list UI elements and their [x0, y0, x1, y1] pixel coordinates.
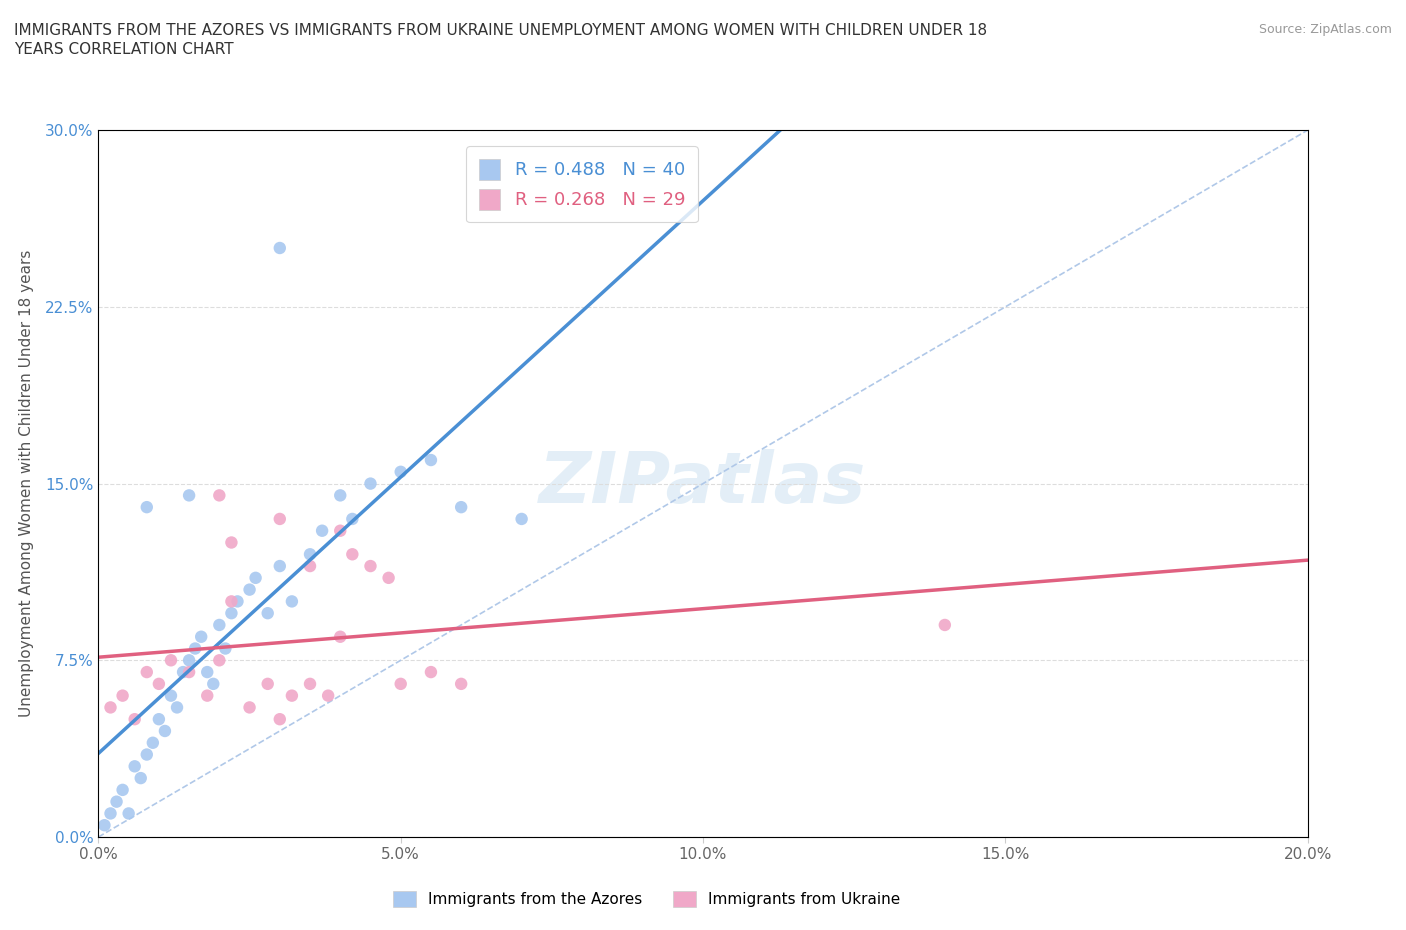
Point	[329, 630, 352, 644]
Point	[510, 512, 533, 526]
Point	[100, 700, 122, 715]
Point	[124, 759, 146, 774]
Point	[135, 747, 157, 762]
Point	[179, 665, 201, 680]
Point	[179, 488, 201, 503]
Point	[190, 630, 212, 644]
Point	[256, 676, 278, 691]
Point	[195, 665, 218, 680]
Point	[269, 559, 291, 574]
Point	[389, 464, 412, 479]
Point	[316, 688, 339, 703]
Point	[311, 524, 333, 538]
Point	[208, 618, 231, 632]
Point	[111, 782, 134, 797]
Point	[342, 512, 364, 526]
Point	[450, 676, 472, 691]
Point	[299, 547, 322, 562]
Text: IMMIGRANTS FROM THE AZORES VS IMMIGRANTS FROM UKRAINE UNEMPLOYMENT AMONG WOMEN W: IMMIGRANTS FROM THE AZORES VS IMMIGRANTS…	[14, 23, 987, 38]
Legend: R = 0.488   N = 40, R = 0.268   N = 29: R = 0.488 N = 40, R = 0.268 N = 29	[467, 146, 697, 222]
Point	[111, 688, 134, 703]
Point	[269, 512, 291, 526]
Point	[245, 570, 267, 585]
Point	[389, 676, 412, 691]
Point	[269, 711, 291, 726]
Point	[420, 453, 443, 468]
Text: ZIPatlas: ZIPatlas	[540, 449, 866, 518]
Point	[281, 688, 304, 703]
Point	[299, 559, 322, 574]
Point	[166, 700, 188, 715]
Point	[329, 524, 352, 538]
Point	[105, 794, 128, 809]
Point	[195, 688, 218, 703]
Point	[221, 594, 243, 609]
Point	[124, 711, 146, 726]
Point	[179, 653, 201, 668]
Point	[221, 605, 243, 620]
Point	[281, 594, 304, 609]
Point	[153, 724, 176, 738]
Point	[299, 676, 322, 691]
Point	[360, 559, 382, 574]
Point	[118, 806, 141, 821]
Point	[208, 653, 231, 668]
Point	[135, 665, 157, 680]
Point	[221, 535, 243, 550]
Point	[160, 653, 183, 668]
Point	[129, 771, 152, 786]
Text: Source: ZipAtlas.com: Source: ZipAtlas.com	[1258, 23, 1392, 36]
Y-axis label: Unemployment Among Women with Children Under 18 years: Unemployment Among Women with Children U…	[18, 250, 34, 717]
Point	[160, 688, 183, 703]
Point	[239, 700, 262, 715]
Point	[214, 641, 236, 656]
Point	[184, 641, 207, 656]
Point	[226, 594, 249, 609]
Text: YEARS CORRELATION CHART: YEARS CORRELATION CHART	[14, 42, 233, 57]
Point	[269, 241, 291, 256]
Point	[360, 476, 382, 491]
Point	[329, 488, 352, 503]
Point	[934, 618, 956, 632]
Point	[420, 665, 443, 680]
Legend: Immigrants from the Azores, Immigrants from Ukraine: Immigrants from the Azores, Immigrants f…	[387, 884, 907, 913]
Point	[377, 570, 399, 585]
Point	[256, 605, 278, 620]
Point	[100, 806, 122, 821]
Point	[148, 711, 170, 726]
Point	[450, 499, 472, 514]
Point	[135, 499, 157, 514]
Point	[148, 676, 170, 691]
Point	[342, 547, 364, 562]
Point	[142, 736, 165, 751]
Point	[172, 665, 194, 680]
Point	[93, 817, 115, 832]
Point	[208, 488, 231, 503]
Point	[202, 676, 225, 691]
Point	[239, 582, 262, 597]
